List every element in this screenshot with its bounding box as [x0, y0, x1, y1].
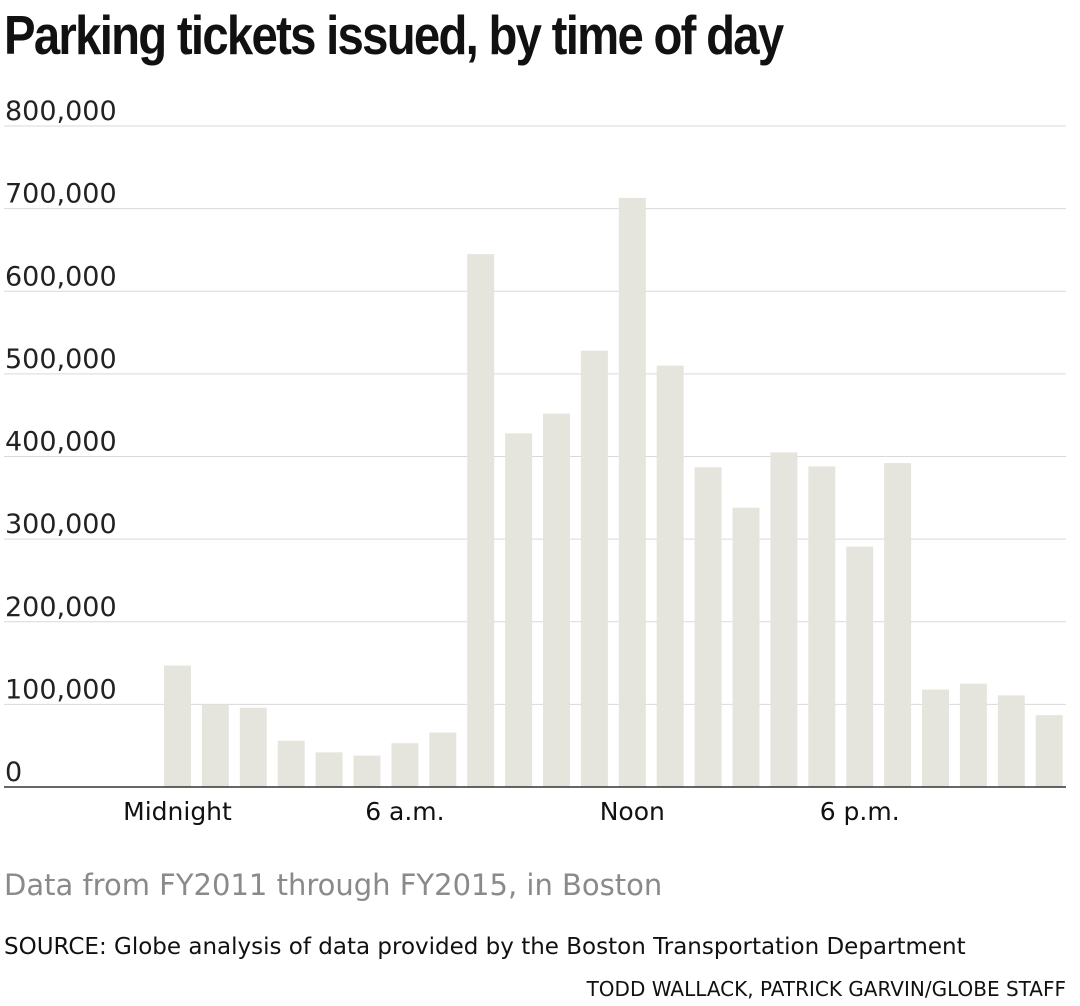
bar: [694, 467, 722, 787]
y-axis-ticks: 0 100,000 200,000 300,000 400,000 500,000 600,…: [5, 96, 117, 788]
bar: [959, 683, 987, 787]
bar: [315, 752, 343, 787]
y-tick-label: 700,000: [5, 179, 117, 210]
bar: [884, 463, 912, 787]
bar: [770, 452, 798, 787]
y-tick-label: 200,000: [5, 592, 117, 623]
bar: [353, 755, 381, 787]
bar: [808, 466, 836, 787]
bars: [164, 197, 1063, 788]
bar: [997, 695, 1025, 787]
bar: [467, 254, 495, 788]
grid-lines: [4, 125, 1066, 705]
x-tick-label: 6 p.m.: [820, 797, 900, 826]
y-tick-label: 500,000: [5, 344, 117, 375]
source-line: SOURCE: Globe analysis of data provided …: [4, 934, 966, 960]
y-tick-label: 300,000: [5, 509, 117, 540]
bar: [618, 197, 646, 787]
bar: [239, 707, 267, 787]
bar: [277, 740, 305, 787]
bar: [505, 433, 533, 787]
y-tick-label: 0: [5, 757, 22, 788]
bar: [656, 365, 684, 787]
y-tick-label: 600,000: [5, 261, 117, 292]
bar: [732, 507, 760, 787]
data-note: Data from FY2011 through FY2015, in Bost…: [4, 868, 663, 902]
chart-title: Parking tickets issued, by time of day: [4, 4, 784, 66]
bar: [922, 689, 949, 787]
bar: [1035, 715, 1063, 787]
x-tick-label: 6 a.m.: [365, 797, 444, 826]
x-tick-label: Midnight: [123, 797, 232, 826]
bar: [429, 732, 457, 787]
bar: [846, 546, 874, 787]
credit-line: TODD WALLACK, PATRICK GARVIN/GLOBE STAFF: [586, 977, 1066, 1001]
x-tick-label: Noon: [600, 797, 665, 826]
bar: [164, 665, 191, 787]
bar-chart: 0 100,000 200,000 300,000 400,000 500,000 600,…: [4, 96, 1066, 826]
bar: [580, 350, 608, 787]
bar: [543, 413, 570, 787]
y-tick-label: 400,000: [5, 427, 117, 458]
y-tick-label: 800,000: [5, 96, 117, 127]
bar: [201, 704, 229, 787]
y-tick-label: 100,000: [5, 674, 117, 705]
bar: [391, 743, 419, 787]
x-axis-ticks: Midnight 6 a.m. Noon 6 p.m.: [123, 797, 900, 826]
